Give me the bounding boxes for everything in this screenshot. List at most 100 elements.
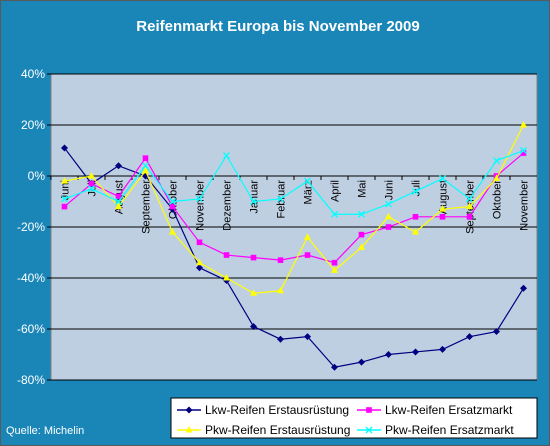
data-point <box>412 187 419 195</box>
data-point <box>277 335 284 343</box>
series-line <box>64 124 525 294</box>
legend-box <box>170 397 538 439</box>
data-point <box>61 195 68 203</box>
data-point <box>466 333 473 341</box>
data-point <box>61 177 68 184</box>
data-point <box>250 254 257 261</box>
data-point <box>304 333 311 341</box>
legend-label: Pkw-Reifen Ersatzmarkt <box>385 423 514 437</box>
data-point <box>439 345 446 353</box>
legend-item: Pkw-Reifen Erstausrüstung <box>177 423 350 437</box>
y-tick-label: 40% <box>21 67 45 81</box>
data-point <box>115 193 122 200</box>
x-tick-label: Oktober <box>492 180 504 219</box>
data-point <box>331 210 338 218</box>
legend-item: Pkw-Reifen Ersatzmarkt <box>357 423 514 437</box>
x-tick-label: Juni <box>60 180 72 200</box>
data-point <box>250 289 257 296</box>
data-point <box>223 152 230 160</box>
data-point <box>142 155 149 161</box>
data-point <box>520 150 527 156</box>
data-point <box>277 195 284 203</box>
legend-marker <box>185 426 193 433</box>
x-tick-label: Juni <box>384 180 396 200</box>
data-point <box>439 175 446 183</box>
data-point <box>304 233 311 240</box>
data-point <box>358 358 365 366</box>
x-tick-label: November <box>519 180 531 231</box>
legend-label: Pkw-Reifen Erstausrüstung <box>205 423 350 437</box>
legend-marker <box>185 406 193 414</box>
data-point <box>142 166 149 174</box>
data-point <box>304 177 311 185</box>
data-point <box>196 264 203 272</box>
x-tick-label: Mai <box>357 180 369 198</box>
y-tick-label: -20% <box>17 220 45 234</box>
y-tick-label: -60% <box>17 322 45 336</box>
data-point <box>358 243 365 250</box>
data-point <box>304 252 311 258</box>
data-point <box>88 172 95 179</box>
data-point <box>331 259 338 266</box>
data-point <box>358 210 365 218</box>
data-point <box>466 214 473 220</box>
data-point <box>412 348 419 356</box>
data-point <box>115 162 122 170</box>
x-tick-label: April <box>330 180 342 202</box>
x-tick-label: Januar <box>249 180 261 214</box>
data-point <box>385 351 392 358</box>
data-point <box>493 174 500 182</box>
data-point <box>385 224 392 230</box>
data-point <box>412 228 419 235</box>
data-point <box>115 198 122 205</box>
data-point <box>439 205 446 212</box>
data-point <box>169 198 176 205</box>
data-point <box>196 258 203 266</box>
legend: Lkw-Reifen Erstausrüstung Lkw-Reifen Ersa… <box>170 397 538 439</box>
data-point <box>169 228 176 235</box>
legend-label: Lkw-Reifen Erstausrüstung <box>205 403 349 417</box>
series-4 <box>61 147 527 218</box>
data-point <box>493 328 500 336</box>
data-point <box>439 214 446 220</box>
data-point <box>142 162 149 170</box>
data-point <box>385 200 392 208</box>
data-point <box>385 212 392 220</box>
data-point <box>520 121 527 128</box>
series-3 <box>61 121 527 296</box>
data-point <box>250 322 257 330</box>
data-point <box>250 198 257 205</box>
x-tick-label: Dezember <box>222 180 234 231</box>
data-point <box>223 252 230 258</box>
data-point <box>223 274 230 281</box>
data-point <box>88 185 95 193</box>
series-line <box>64 152 524 264</box>
data-point <box>466 195 473 203</box>
source-text: Quelle: Michelin <box>6 425 84 437</box>
data-point <box>277 257 284 263</box>
data-point <box>412 214 419 220</box>
data-point <box>493 157 500 165</box>
data-point <box>358 231 365 238</box>
chart-title: Reifenmarkt Europa bis November 2009 <box>136 18 419 35</box>
legend-item: Lkw-Reifen Erstausrüstung <box>177 403 349 417</box>
y-axis-ticks: -80% -60% -40% -20% 0% 20% 40% <box>17 67 51 387</box>
data-point <box>466 202 473 210</box>
data-point <box>61 203 68 210</box>
x-tick-label: September <box>141 180 153 234</box>
series-layer <box>61 121 527 371</box>
data-point <box>520 147 527 154</box>
x-tick-label: November <box>195 180 207 231</box>
legend-marker <box>365 426 373 434</box>
data-point <box>61 144 68 152</box>
y-tick-label: 0% <box>28 169 46 183</box>
series-2 <box>61 150 527 266</box>
series-line <box>64 147 525 368</box>
data-point <box>331 266 338 273</box>
y-tick-label: -40% <box>17 271 45 285</box>
data-point <box>331 363 338 371</box>
data-point <box>196 239 203 246</box>
legend-label: Lkw-Reifen Ersatzmarkt <box>385 403 513 417</box>
